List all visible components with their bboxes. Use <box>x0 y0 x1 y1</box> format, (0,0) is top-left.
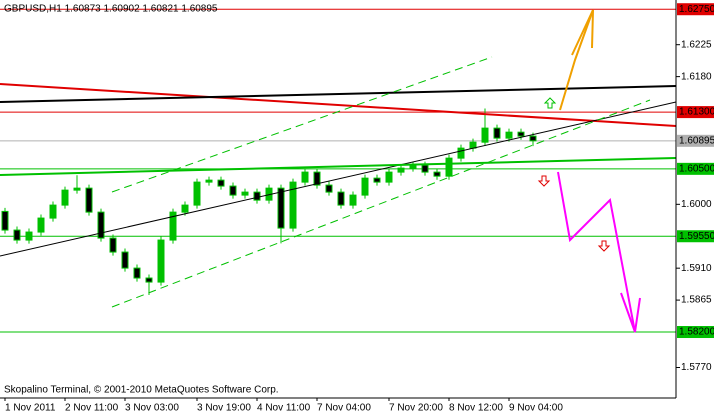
candle-body <box>445 157 453 177</box>
level-label-box <box>677 162 714 175</box>
level-label-box <box>677 3 714 16</box>
candle-body <box>97 211 105 239</box>
down-arrow-icon <box>597 240 611 252</box>
trend-line <box>0 85 677 103</box>
x-tick-label: 7 Nov 20:00 <box>389 403 443 414</box>
candle-body <box>301 171 309 183</box>
y-tick-label: 1.5770 <box>681 362 712 373</box>
annotations <box>0 9 677 333</box>
candle-body <box>85 187 93 213</box>
candle-body <box>253 191 261 201</box>
candle-body <box>397 167 405 173</box>
candle-body <box>505 131 513 139</box>
level-label: 1.58200 <box>679 327 714 338</box>
y-tick-label: 1.6180 <box>681 71 712 82</box>
y-tick-label: 1.6000 <box>681 199 712 210</box>
y-tick-label: 1.5910 <box>681 263 712 274</box>
candle-body <box>289 181 297 229</box>
candle-body <box>25 231 33 241</box>
plot-area: 1 Nov 2011 2 Nov 11:00 3 Nov 03:00 3 Nov 19… <box>0 8 676 414</box>
level-label-box <box>677 326 714 339</box>
candle-body <box>325 184 333 193</box>
candle-body <box>61 189 69 206</box>
candle-body <box>313 171 321 186</box>
up-arrow-icon <box>543 97 557 109</box>
candle-body <box>169 211 177 241</box>
price-axis: 1.6225 1.6180 1.6000 1.5910 1.5865 1.5770 1.62… <box>676 3 714 373</box>
candle-body <box>493 127 501 139</box>
candle-body <box>13 229 21 241</box>
chart-title: GBPUSD,H1 1.60873 1.60902 1.60821 1.6089… <box>4 4 218 15</box>
channel-line <box>111 56 493 193</box>
level-label: 1.61300 <box>679 107 714 118</box>
level-label: 1.60500 <box>679 163 714 174</box>
candle-body <box>517 131 525 137</box>
trend-line <box>0 83 677 127</box>
candle-body <box>1 210 9 231</box>
candle-body <box>457 147 465 159</box>
candle-body <box>133 267 141 279</box>
candle-body <box>337 191 345 206</box>
candle-body <box>73 187 81 191</box>
candle-body <box>109 237 117 253</box>
x-tick-label: 9 Nov 04:00 <box>509 403 563 414</box>
candle-body <box>373 177 381 183</box>
forecast-arrow <box>557 171 636 333</box>
candle-body <box>229 185 237 196</box>
forecast-arrow <box>559 9 594 111</box>
channel-line <box>111 99 651 308</box>
x-tick-label: 2 Nov 11:00 <box>65 403 119 414</box>
candle-body <box>157 239 165 283</box>
y-tick-label: 1.6225 <box>681 39 712 50</box>
candle-body <box>193 181 201 206</box>
candle-body <box>433 171 441 177</box>
candle-body <box>181 204 189 213</box>
arrow-head <box>620 292 641 333</box>
candle-body <box>469 141 477 149</box>
x-tick-label: 3 Nov 03:00 <box>125 403 179 414</box>
arrow-head <box>571 9 594 56</box>
level-label-box <box>677 230 714 243</box>
x-tick-label: 3 Nov 19:00 <box>197 403 251 414</box>
level-label-box <box>677 106 714 119</box>
candle-body <box>361 177 369 196</box>
candle-body <box>241 191 249 196</box>
candle-body <box>145 277 153 283</box>
level-label-box <box>677 134 714 147</box>
x-tick-label: 7 Nov 04:00 <box>317 403 371 414</box>
x-tick-label: 8 Nov 12:00 <box>449 403 503 414</box>
candle-body <box>529 135 537 142</box>
y-tick-label: 1.5865 <box>681 295 712 306</box>
x-tick-label: 4 Nov 11:00 <box>257 403 311 414</box>
candle-body <box>385 171 393 183</box>
candle-body <box>49 204 57 219</box>
candle-body <box>205 179 213 183</box>
footer: Skopalino Terminal, © 2001-2010 MetaQuot… <box>4 385 279 396</box>
x-tick-label: 1 Nov 2011 <box>5 403 56 414</box>
level-label: 1.59550 <box>679 231 714 242</box>
trend-line <box>0 157 677 176</box>
level-label: 1.62750 <box>679 4 714 15</box>
candle-body <box>121 251 129 269</box>
candle-body <box>217 179 225 187</box>
candle-body <box>481 127 489 143</box>
level-label: 1.60895 <box>679 135 714 146</box>
candle-body <box>421 164 429 173</box>
candle-body <box>37 217 45 233</box>
down-arrow-icon <box>537 175 551 187</box>
candle-body <box>277 187 285 229</box>
candle-body <box>349 194 357 206</box>
trend-line <box>0 101 677 257</box>
